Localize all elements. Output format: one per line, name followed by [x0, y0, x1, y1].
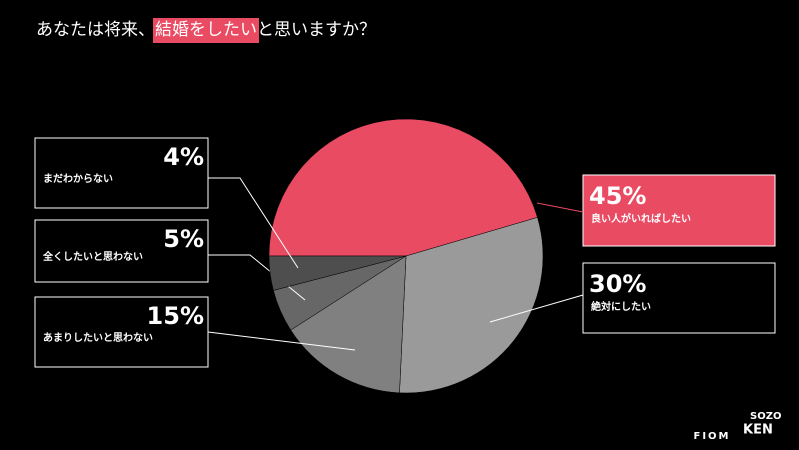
value-label: 4% [163, 143, 204, 171]
logo-sozo: SOZO [750, 411, 781, 422]
value-label: 45% [589, 182, 646, 210]
leader-line [208, 177, 299, 269]
title-highlight [153, 18, 259, 43]
title-part: と思いますか？ [257, 20, 376, 40]
value-label: 30% [589, 270, 646, 298]
pie-slice [290, 255, 407, 394]
category-label: 全くしたいと思わない [42, 250, 143, 263]
leader-line [207, 331, 356, 351]
leader-line [536, 202, 584, 213]
value-label: 15% [147, 302, 204, 330]
logo-ken: KEN [743, 423, 773, 438]
label-box [34, 219, 209, 283]
label-box [34, 296, 209, 368]
label-box [34, 137, 209, 209]
category-label: 良い人がいればしたい [591, 212, 691, 225]
pie-slice [268, 118, 538, 257]
pie-slice [268, 255, 407, 291]
category-label: あまりしたいと思わない [43, 331, 153, 344]
logo-fiom: FIOM [693, 431, 730, 442]
pie-slice [399, 217, 544, 394]
title-part: あなたは将来、 [36, 20, 155, 40]
label-box [582, 262, 776, 334]
category-label: 絶対にしたい [591, 300, 651, 313]
leader-line [489, 294, 584, 323]
label-box [582, 174, 776, 247]
category-label: まだわからない [43, 173, 113, 185]
value-label: 5% [163, 225, 204, 253]
title-part: 結婚をしたい [155, 20, 257, 40]
